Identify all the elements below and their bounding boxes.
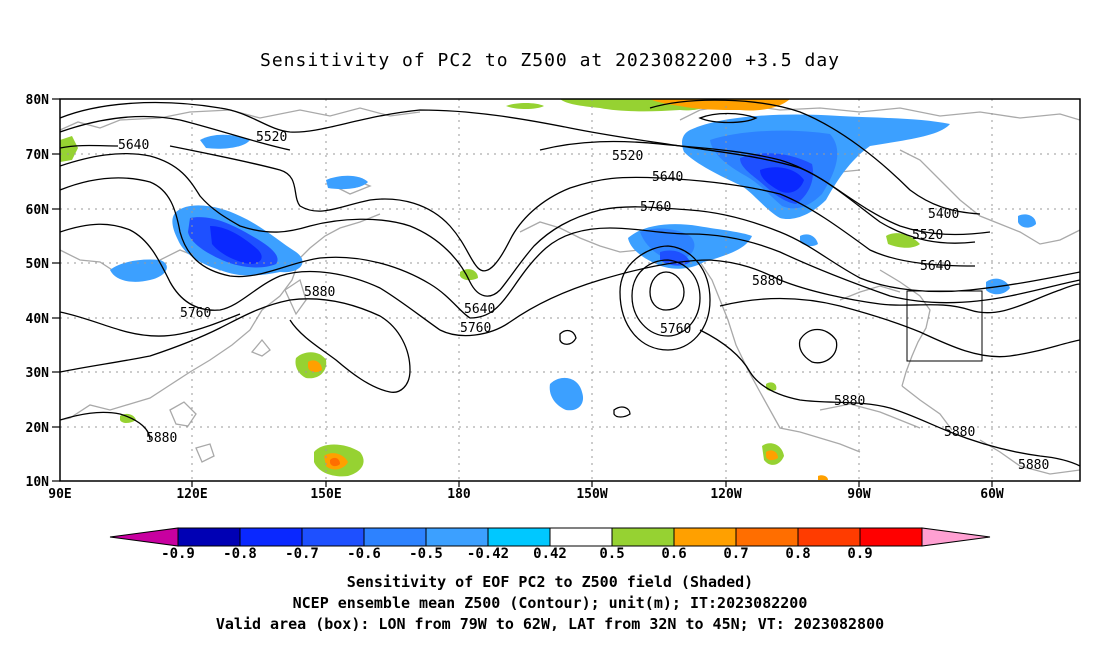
contour-label: 5760 <box>660 322 691 337</box>
colorbar-label: -0.5 <box>409 546 443 562</box>
contour-label: 5520 <box>612 149 643 164</box>
contour-label: 5520 <box>912 228 943 243</box>
colorbar-cell <box>239 527 303 547</box>
contour-label: 5880 <box>304 285 335 300</box>
lat-label: 60N <box>26 203 50 218</box>
colorbar-cell <box>301 527 365 547</box>
colorbar-cell <box>859 527 923 547</box>
coastlines <box>60 103 1080 475</box>
colorbar-label: 0.8 <box>785 546 810 562</box>
lat-label: 30N <box>26 366 50 381</box>
lat-axis-labels: 80N 70N 60N 50N 40N 30N 20N 10N <box>26 93 50 490</box>
contour-label: 5880 <box>944 425 975 440</box>
lon-label: 90W <box>847 487 871 502</box>
colorbar-label: -0.7 <box>285 546 319 562</box>
colorbar: -0.9 -0.8 -0.7 -0.6 -0.5 -0.42 0.42 0.5 0.6 0.7 0.… <box>109 527 991 562</box>
colorbar-cell <box>611 527 675 547</box>
contour-label: 5520 <box>256 130 287 145</box>
lat-label: 10N <box>26 475 50 490</box>
colorbar-label: 0.5 <box>599 546 624 562</box>
contour-labels: 5640 5520 5520 5640 5760 5400 5520 5640 … <box>118 130 1049 473</box>
colorbar-high-extend <box>921 527 991 547</box>
colorbar-cell <box>363 527 427 547</box>
lon-ticks <box>191 481 993 487</box>
contour-label: 5640 <box>920 259 951 274</box>
colorbar-cell <box>673 527 737 547</box>
contour-label: 5760 <box>460 321 491 336</box>
caption-line-2: NCEP ensemble mean Z500 (Contour); unit(… <box>292 594 808 612</box>
colorbar-low-extend <box>109 527 179 547</box>
contour-label: 5760 <box>180 306 211 321</box>
contour-label: 5400 <box>928 207 959 222</box>
map-title: Sensitivity of PC2 to Z500 at 2023082200… <box>259 50 840 71</box>
colorbar-label: 0.42 <box>533 546 567 562</box>
lat-label: 40N <box>26 312 50 327</box>
caption-line-1: Sensitivity of EOF PC2 to Z500 field (Sh… <box>346 573 754 591</box>
lon-label: 60W <box>980 487 1004 502</box>
map-plot-area <box>60 99 1080 481</box>
figure-captions: Sensitivity of EOF PC2 to Z500 field (Sh… <box>0 572 1100 635</box>
lat-ticks <box>52 98 60 482</box>
contour-label: 5640 <box>652 170 683 185</box>
contour-label: 5880 <box>834 394 865 409</box>
contour-label: 5640 <box>464 302 495 317</box>
colorbar-label: -0.8 <box>223 546 257 562</box>
lon-label: 150W <box>576 487 607 502</box>
lon-label: 150E <box>310 487 341 502</box>
contour-label: 5880 <box>1018 458 1049 473</box>
colorbar-label: -0.42 <box>467 546 509 562</box>
lat-label: 20N <box>26 421 50 436</box>
colorbar-label: -0.9 <box>161 546 195 562</box>
colorbar-label: 0.7 <box>723 546 748 562</box>
contour-label: 5640 <box>118 138 149 153</box>
lat-label: 80N <box>26 93 50 108</box>
colorbar-label: 0.6 <box>661 546 686 562</box>
colorbar-cell <box>735 527 799 547</box>
map-frame <box>59 98 1081 482</box>
lon-label: 120E <box>176 487 207 502</box>
valid-area-box <box>906 290 983 362</box>
colorbar-cell <box>487 527 551 547</box>
lat-label: 50N <box>26 257 50 272</box>
lon-axis-labels: 90E 120E 150E 180 150W 120W 90W 60W <box>48 487 1004 502</box>
lon-label: 180 <box>447 487 471 502</box>
colorbar-cell <box>425 527 489 547</box>
lon-label: 90E <box>48 487 71 502</box>
colorbar-label: -0.6 <box>347 546 381 562</box>
contour-label: 5760 <box>640 200 671 215</box>
colorbar-label: 0.9 <box>847 546 872 562</box>
colorbar-cell <box>797 527 861 547</box>
caption-line-3: Valid area (box): LON from 79W to 62W, L… <box>215 615 885 633</box>
z500-contours <box>60 99 1080 467</box>
lon-label: 120W <box>710 487 741 502</box>
contour-label: 5880 <box>146 431 177 446</box>
colorbar-cell <box>177 527 241 547</box>
colorbar-cell <box>549 527 613 547</box>
contour-label: 5880 <box>752 274 783 289</box>
lat-label: 70N <box>26 148 50 163</box>
